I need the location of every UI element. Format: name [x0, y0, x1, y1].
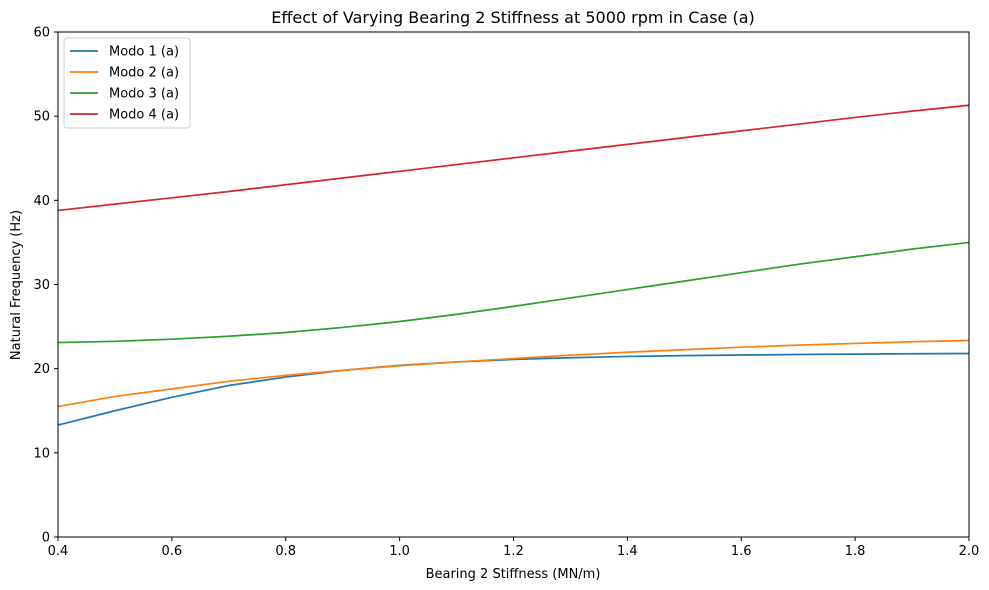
series-line-2 — [57, 339, 970, 408]
plot-frame — [57, 31, 970, 538]
series-line-4 — [57, 104, 970, 212]
legend-label: Modo 1 (a) — [109, 45, 179, 60]
x-tick-label: 0.4 — [48, 544, 69, 559]
x-axis-ticks: 0.4 0.6 0.8 1.0 1.2 1.4 1.6 1.8 2.0 — [48, 537, 980, 559]
series-line-1 — [57, 352, 970, 426]
x-tick-label: 0.8 — [275, 544, 296, 559]
x-tick-label: 1.4 — [617, 544, 638, 559]
y-tick-label: 0 — [42, 531, 50, 546]
x-tick-label: 1.6 — [731, 544, 752, 559]
plot-area — [57, 31, 970, 538]
y-axis-label: Natural Frequency (Hz) — [9, 210, 24, 360]
x-tick-label: 1.2 — [503, 544, 524, 559]
x-tick-label: 1.8 — [845, 544, 866, 559]
y-tick-label: 50 — [33, 110, 50, 125]
x-tick-label: 2.0 — [959, 544, 980, 559]
x-axis-label: Bearing 2 Stiffness (MN/m) — [426, 567, 601, 582]
y-tick-label: 20 — [33, 362, 50, 377]
legend-label: Modo 3 (a) — [109, 87, 179, 102]
y-tick-label: 10 — [33, 446, 50, 461]
legend-box — [63, 37, 191, 129]
x-tick-label: 0.6 — [162, 544, 183, 559]
y-tick-label: 60 — [33, 26, 50, 41]
chart-title: Effect of Varying Bearing 2 Stiffness at… — [271, 8, 755, 27]
series-line-3 — [57, 241, 970, 344]
x-tick-label: 1.0 — [389, 544, 410, 559]
y-tick-label: 30 — [33, 278, 50, 293]
y-tick-label: 40 — [33, 194, 50, 209]
legend: Modo 1 (a) Modo 2 (a) Modo 3 (a) Modo 4 (a) — [63, 37, 191, 129]
legend-label: Modo 2 (a) — [109, 66, 179, 81]
legend-label: Modo 4 (a) — [109, 108, 179, 123]
y-axis-ticks: 0 10 20 30 40 50 60 — [33, 26, 58, 546]
